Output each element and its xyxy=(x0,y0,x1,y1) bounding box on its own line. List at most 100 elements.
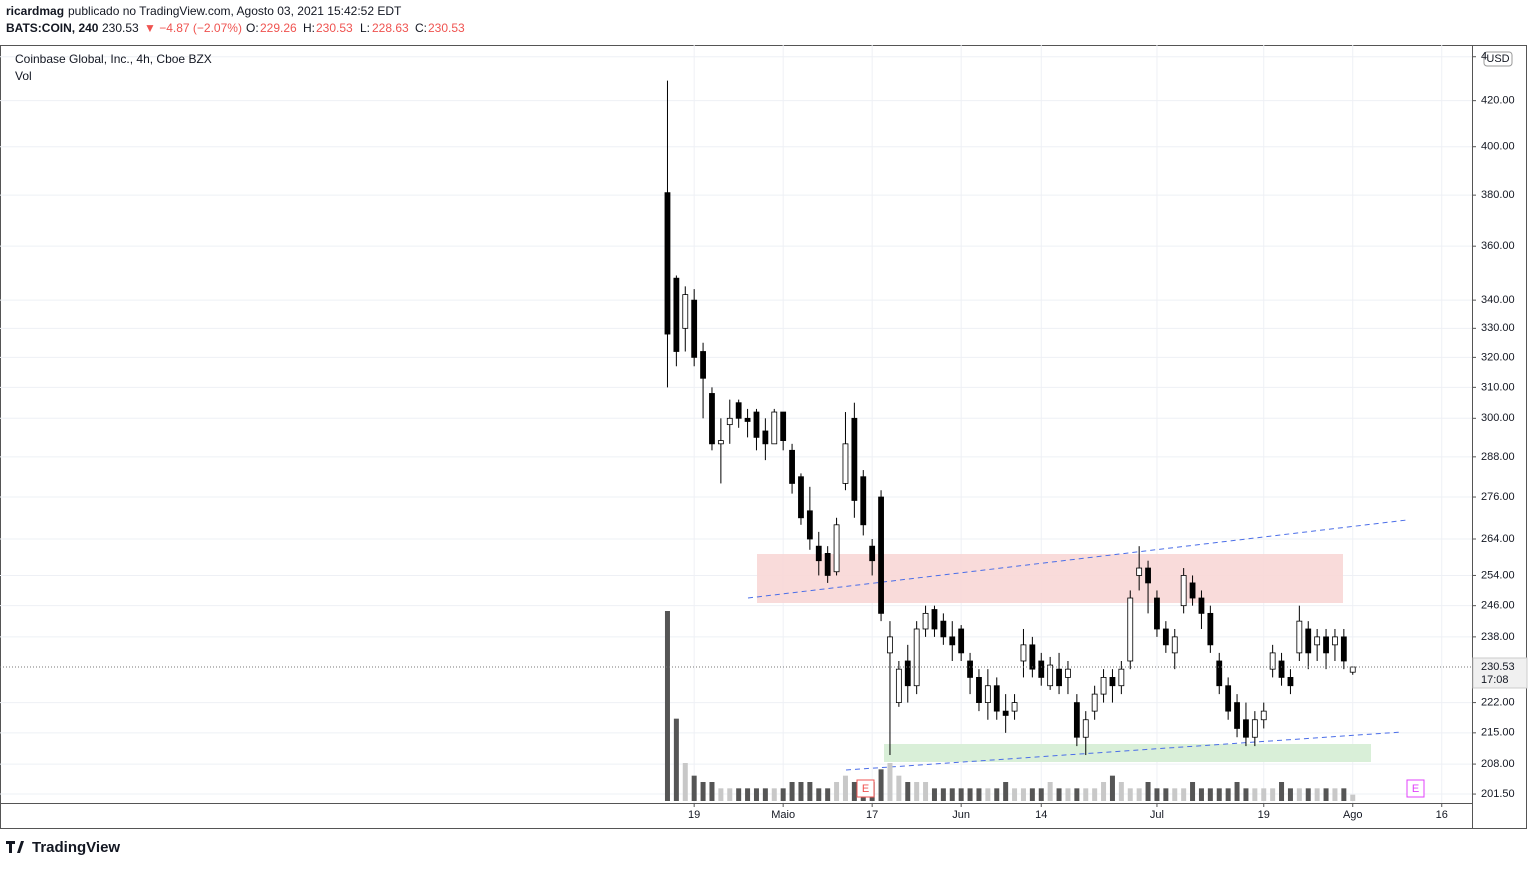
candle-body xyxy=(1189,582,1196,599)
chart-legend: Coinbase Global, Inc., 4h, Cboe BZX xyxy=(15,52,212,66)
volume-bar xyxy=(1287,788,1293,801)
y-tick-label: 400.00 xyxy=(1481,141,1515,153)
volume-bar xyxy=(718,788,724,801)
c-label: C: xyxy=(415,21,427,35)
y-tick-label: 300.00 xyxy=(1481,412,1515,424)
candle-body xyxy=(700,351,706,379)
x-tick-label: 14 xyxy=(1035,809,1047,821)
y-tick-label: 330.00 xyxy=(1481,322,1515,334)
candle-body xyxy=(1278,660,1285,678)
candle-body xyxy=(1029,644,1036,670)
volume-bar xyxy=(816,788,822,801)
volume-bar xyxy=(771,788,777,801)
upper-trendline xyxy=(747,519,1408,599)
volume-bar xyxy=(745,788,751,801)
h-label: H: xyxy=(303,21,315,35)
volume-bar xyxy=(1216,788,1222,801)
candle-body xyxy=(1260,710,1267,721)
candle-body xyxy=(1056,668,1062,687)
last: 230.53 xyxy=(102,21,139,35)
volume-bar xyxy=(851,782,857,801)
volume-legend: Vol xyxy=(15,69,32,83)
volume-bar xyxy=(1127,788,1133,801)
volume-bar xyxy=(1136,788,1142,801)
volume-bar xyxy=(896,775,902,801)
volume-bar xyxy=(1065,788,1071,801)
y-tick-label: 310.00 xyxy=(1481,381,1515,393)
volume-bar xyxy=(700,782,706,801)
volume-bar xyxy=(1181,788,1187,801)
candle-body xyxy=(806,510,813,540)
earnings-marker[interactable] xyxy=(856,779,875,798)
candle-body xyxy=(1154,597,1160,630)
x-tick-label: Maio xyxy=(771,809,795,821)
candle-body xyxy=(1038,660,1045,678)
candle-body xyxy=(940,620,947,638)
x-tick-label: 17 xyxy=(866,809,878,821)
candle-body xyxy=(860,476,867,526)
candle-body xyxy=(762,430,769,445)
y-tick-label: 264.00 xyxy=(1481,533,1515,545)
candle-body xyxy=(1073,702,1080,738)
currency: USD xyxy=(1486,53,1509,65)
volume-bar xyxy=(1109,775,1115,801)
volume-bar xyxy=(736,788,742,801)
candle-body xyxy=(664,192,671,335)
countdown: 17:08 xyxy=(1481,674,1509,686)
candle-body xyxy=(1118,668,1125,687)
volume-bar xyxy=(664,611,670,801)
candle-body xyxy=(1109,677,1116,687)
candle-body xyxy=(824,553,831,576)
currency-box[interactable] xyxy=(1483,51,1513,67)
y-tick-label: 288.00 xyxy=(1481,451,1515,463)
candle-body xyxy=(1269,652,1276,670)
volume-bar xyxy=(1038,788,1044,801)
volume-bar xyxy=(967,788,973,801)
candle-body xyxy=(753,411,760,438)
y-tick-label: 276.00 xyxy=(1481,491,1515,503)
volume-bar xyxy=(1332,788,1338,801)
volume-bar xyxy=(1198,788,1204,801)
volume-bar xyxy=(762,788,768,801)
candle-body xyxy=(717,440,724,445)
candle-body xyxy=(904,660,911,687)
candle-body xyxy=(1082,719,1089,738)
y-tick-label: 246.00 xyxy=(1481,600,1515,612)
candle-body xyxy=(709,393,715,445)
candle-body xyxy=(833,524,840,573)
x-tick-label: 19 xyxy=(688,809,700,821)
candle-body xyxy=(1011,702,1018,712)
candle-body xyxy=(780,411,787,442)
earnings-marker-next[interactable] xyxy=(1406,779,1425,798)
volume-bar xyxy=(1101,782,1107,801)
volume-bar xyxy=(931,788,937,801)
candle-body xyxy=(1243,719,1249,738)
change: ▼ −4.87 (−2.07%) xyxy=(144,21,242,35)
candle-body xyxy=(1251,719,1258,738)
volume-bar xyxy=(1074,788,1080,801)
volume-bar xyxy=(949,788,955,801)
earnings-label: E xyxy=(862,783,869,795)
candle-body xyxy=(1225,685,1232,712)
candle-body xyxy=(1349,666,1356,673)
l-value: 228.63 xyxy=(372,21,409,35)
candle-body xyxy=(878,496,884,614)
candle-body xyxy=(1180,575,1187,607)
candle-body xyxy=(993,685,1000,712)
volume-bar xyxy=(842,775,848,801)
candle-body xyxy=(887,636,893,654)
candle-body xyxy=(1216,660,1223,687)
volume-bar xyxy=(914,782,920,801)
x-tick-label: Jun xyxy=(952,809,970,821)
y-tick-label: 340.00 xyxy=(1481,294,1515,306)
volume-bar xyxy=(994,788,1000,801)
volume-bar xyxy=(1003,782,1009,801)
y-tick-label: 222.00 xyxy=(1481,696,1515,708)
candle-body xyxy=(851,417,858,501)
c-value: 230.53 xyxy=(428,21,465,35)
y-tick-label: 208.00 xyxy=(1481,758,1515,770)
volume-bar xyxy=(1234,782,1240,801)
candles xyxy=(664,80,1356,756)
volume-bar xyxy=(673,718,679,801)
